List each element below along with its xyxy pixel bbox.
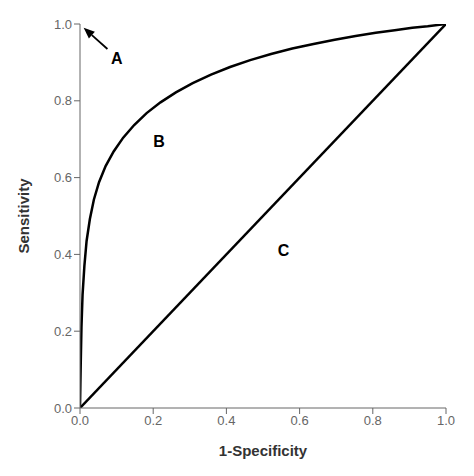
svg-text:C: C	[278, 242, 290, 259]
svg-text:1-Specificity: 1-Specificity	[219, 442, 308, 459]
svg-text:1.0: 1.0	[437, 413, 455, 428]
svg-text:0.2: 0.2	[54, 324, 72, 339]
svg-text:1.0: 1.0	[54, 17, 72, 32]
svg-text:0.4: 0.4	[217, 413, 235, 428]
svg-text:0.4: 0.4	[54, 247, 72, 262]
svg-text:0.8: 0.8	[54, 93, 72, 108]
svg-text:Sensitivity: Sensitivity	[15, 178, 32, 254]
svg-text:0.0: 0.0	[54, 401, 72, 416]
svg-text:B: B	[153, 133, 165, 150]
svg-text:0.2: 0.2	[144, 413, 162, 428]
svg-text:A: A	[111, 50, 123, 67]
svg-text:0.8: 0.8	[364, 413, 382, 428]
svg-text:0.6: 0.6	[291, 413, 309, 428]
svg-text:0.0: 0.0	[71, 413, 89, 428]
svg-text:0.6: 0.6	[54, 170, 72, 185]
